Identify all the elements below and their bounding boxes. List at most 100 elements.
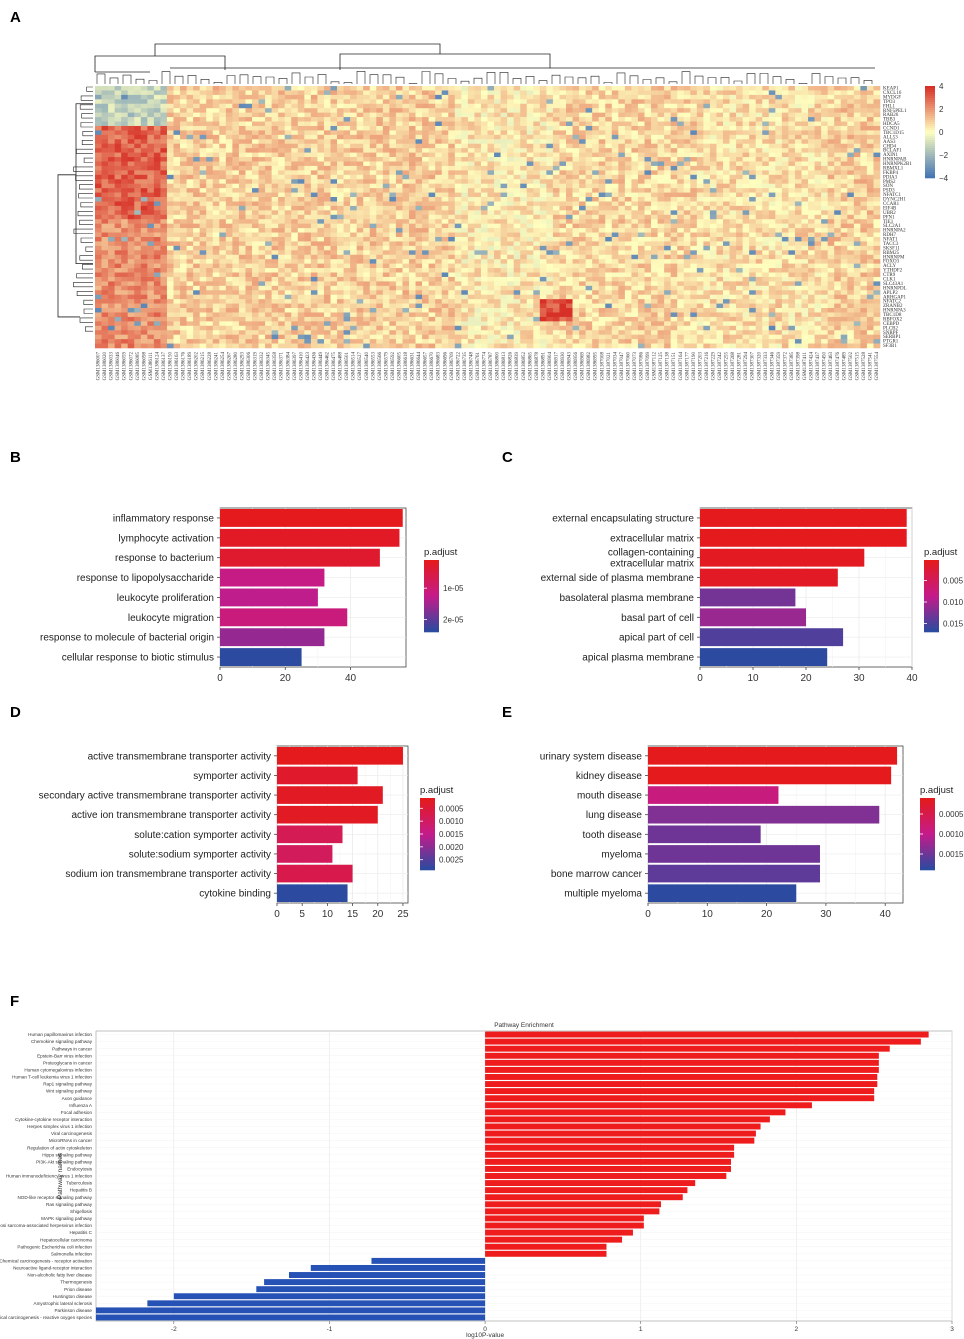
- heatmap-cell: [238, 183, 246, 189]
- heatmap-cell: [533, 245, 541, 251]
- heatmap-cell: [140, 130, 148, 136]
- heatmap-cell: [323, 214, 331, 220]
- heatmap-cell: [310, 197, 318, 202]
- heatmap-cell: [788, 134, 796, 140]
- heatmap-cell: [428, 228, 436, 233]
- heatmap-cell: [749, 192, 757, 198]
- heatmap-cell: [520, 143, 528, 149]
- heatmap-cell: [127, 197, 135, 202]
- heatmap-cell: [494, 121, 501, 127]
- heatmap-cell: [860, 254, 868, 260]
- heatmap-cell: [356, 210, 364, 216]
- heatmap-cell: [585, 103, 593, 109]
- heatmap-cell: [487, 130, 495, 136]
- heatmap-cell: [356, 245, 364, 251]
- heatmap-cell: [781, 183, 789, 189]
- heatmap-cell: [402, 219, 410, 224]
- heatmap-cell: [238, 148, 246, 153]
- heatmap-cell: [127, 170, 135, 176]
- heatmap-cell: [729, 152, 737, 158]
- heatmap-cell: [592, 201, 600, 207]
- heatmap-cell: [624, 192, 632, 198]
- heatmap-cell: [304, 219, 312, 224]
- heatmap-cell: [552, 210, 560, 216]
- heatmap-cell: [265, 103, 272, 109]
- heatmap-cell: [304, 236, 312, 242]
- heatmap-cell: [500, 157, 508, 162]
- heatmap-cell: [500, 130, 508, 136]
- heatmap-cell: [219, 223, 227, 229]
- heatmap-cell: [454, 197, 462, 202]
- heatmap-cell: [219, 232, 227, 238]
- heatmap-cell: [225, 263, 233, 269]
- heatmap-cell: [101, 90, 109, 96]
- heatmap-cell: [801, 130, 809, 136]
- heatmap-cell: [265, 197, 272, 202]
- heatmap-cell: [232, 268, 240, 273]
- heatmap-cell: [212, 148, 220, 153]
- heatmap-cell: [762, 117, 770, 122]
- heatmap-cell: [238, 205, 246, 211]
- heatmap-cell: [461, 223, 469, 229]
- heatmap-cell: [441, 170, 449, 176]
- heatmap-cell: [461, 157, 469, 162]
- heatmap-cell: [520, 201, 528, 207]
- heatmap-cell: [363, 259, 371, 264]
- heatmap-cell: [552, 201, 560, 207]
- heatmap-cell: [487, 179, 495, 184]
- heatmap-cell: [284, 125, 292, 131]
- heatmap-cell: [605, 188, 613, 193]
- heatmap-cell: [160, 152, 168, 158]
- heatmap-cell: [291, 86, 299, 91]
- heatmap-cell: [278, 241, 286, 247]
- heatmap-cell: [435, 259, 443, 264]
- heatmap-cell: [546, 94, 554, 100]
- heatmap-cell: [520, 245, 528, 251]
- heatmap-cell: [467, 219, 475, 224]
- heatmap-cell: [212, 86, 220, 91]
- heatmap-cell: [690, 179, 698, 184]
- heatmap-cell: [775, 210, 783, 216]
- heatmap-cell: [546, 148, 554, 153]
- heatmap-cell: [356, 161, 364, 167]
- heatmap-cell: [271, 205, 279, 211]
- heatmap-cell: [389, 94, 397, 100]
- heatmap-cell: [624, 103, 632, 109]
- heatmap-cell: [775, 223, 783, 229]
- heatmap-cell: [395, 161, 403, 167]
- heatmap-cell: [533, 205, 541, 211]
- heatmap-cell: [238, 117, 246, 122]
- heatmap-cell: [520, 223, 528, 229]
- heatmap-cell: [507, 134, 514, 140]
- heatmap-cell: [866, 108, 874, 113]
- heatmap-cell: [245, 223, 253, 229]
- heatmap-cell: [598, 201, 606, 207]
- heatmap-cell: [860, 157, 868, 162]
- heatmap-cell: [409, 259, 416, 264]
- heatmap-cell: [363, 134, 371, 140]
- heatmap-cell: [323, 205, 331, 211]
- heatmap-cell: [461, 148, 469, 153]
- heatmap-cell: [310, 214, 318, 220]
- heatmap-cell: [121, 86, 129, 91]
- heatmap-cell: [873, 94, 881, 100]
- heatmap-cell: [611, 170, 619, 176]
- heatmap-cell: [265, 134, 272, 140]
- heatmap-cell: [507, 241, 514, 247]
- heatmap-cell: [160, 219, 168, 224]
- heatmap-cell: [585, 157, 593, 162]
- heatmap-cell: [507, 232, 514, 238]
- heatmap-cell: [212, 99, 220, 105]
- heatmap-cell: [664, 103, 671, 109]
- heatmap-cell: [127, 94, 135, 100]
- heatmap-cell: [781, 192, 789, 198]
- heatmap-cell: [631, 259, 639, 264]
- heatmap-cell: [232, 174, 240, 180]
- heatmap-cell: [278, 268, 286, 273]
- heatmap-cell: [402, 179, 410, 184]
- heatmap-cell: [742, 108, 750, 113]
- heatmap-cell: [422, 112, 429, 118]
- heatmap-cell: [716, 179, 724, 184]
- heatmap-cell: [755, 219, 763, 224]
- heatmap-cell: [147, 210, 155, 216]
